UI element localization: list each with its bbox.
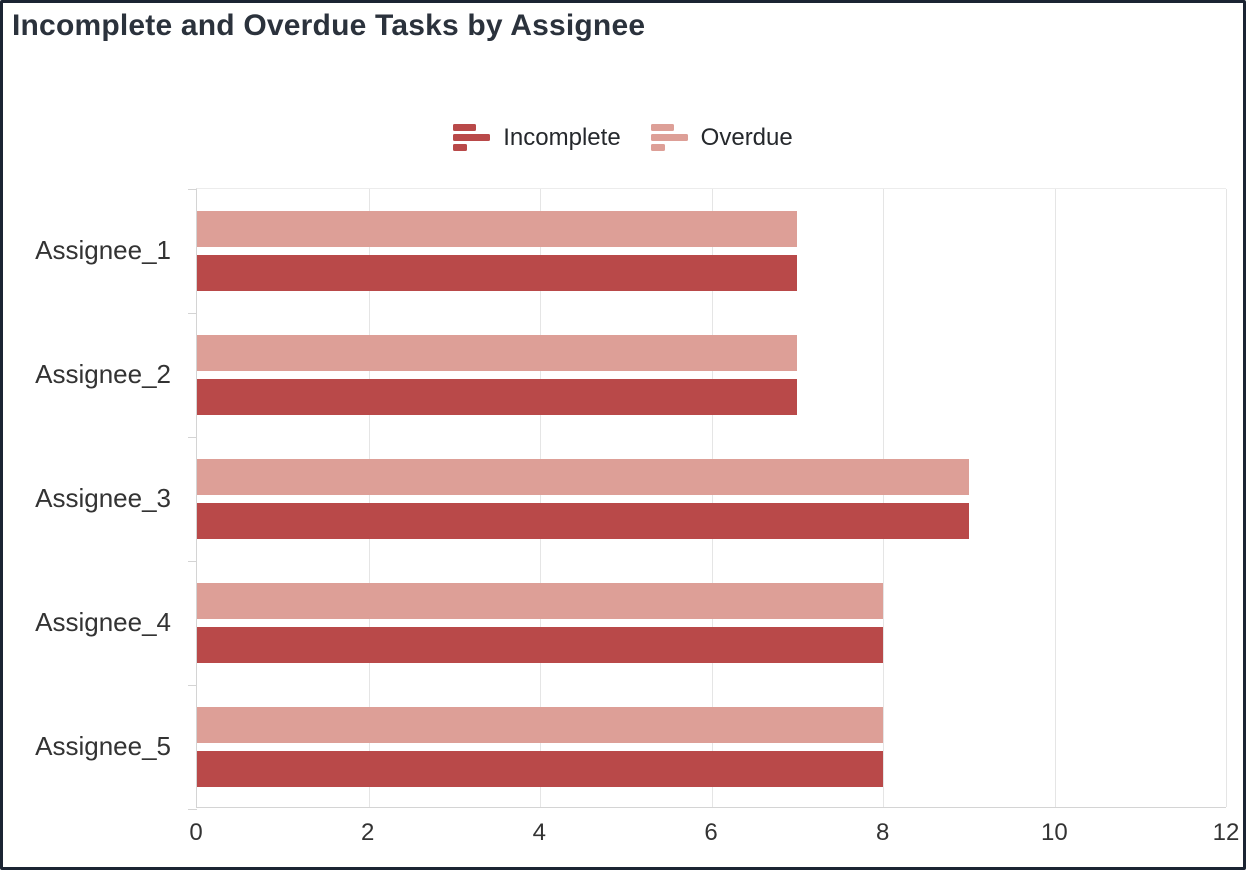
- legend-swatch-bar: [453, 134, 491, 141]
- gridline: [1226, 189, 1227, 807]
- horizontal-bars-icon: [453, 123, 491, 152]
- bar-group-assignee_2: [197, 313, 1226, 437]
- bar-overdue: [197, 335, 798, 371]
- gridline: [1054, 189, 1056, 807]
- legend-swatch-bar: [650, 124, 674, 131]
- category-label: Assignee_2: [35, 358, 171, 389]
- legend-label: Overdue: [700, 123, 793, 151]
- category-label: Assignee_3: [35, 482, 171, 513]
- x-tick-label: 8: [875, 819, 890, 846]
- bar-incomplete: [197, 255, 798, 291]
- x-tick-label: 2: [360, 819, 375, 846]
- legend-swatch-bar: [453, 124, 477, 131]
- x-tick-label: 10: [1040, 819, 1068, 846]
- x-tick-label: 12: [1212, 819, 1240, 846]
- gridline: [540, 189, 541, 807]
- y-axis-labels: Assignee_1 Assignee_2 Assignee_3 Assignee_4…: [3, 188, 183, 808]
- legend-swatch-bar: [650, 144, 665, 151]
- bar-overdue: [197, 459, 969, 495]
- y-axis-tick: [188, 313, 197, 314]
- gridline: [883, 189, 884, 807]
- bar-incomplete: [197, 751, 883, 787]
- legend: Incomplete Overdue: [3, 123, 1243, 152]
- x-tick-label: 4: [532, 819, 547, 846]
- y-axis-tick: [188, 437, 197, 438]
- bar-group-assignee_4: [197, 561, 1226, 685]
- bar-incomplete: [197, 503, 969, 539]
- y-axis-tick: [188, 561, 197, 562]
- plot-area: [188, 188, 1227, 810]
- bar-incomplete: [197, 379, 798, 415]
- category-label: Assignee_4: [35, 606, 171, 637]
- gridline: [711, 189, 713, 807]
- legend-swatch-bar: [650, 134, 688, 141]
- y-axis-tick: [188, 685, 197, 686]
- bar-group-assignee_3: [197, 437, 1226, 561]
- chart-title: Incomplete and Overdue Tasks by Assignee: [12, 9, 646, 42]
- x-tick-label: 6: [704, 819, 718, 846]
- legend-item-incomplete[interactable]: Incomplete: [453, 123, 621, 152]
- y-axis-tick: [188, 809, 197, 810]
- legend-swatch-bar: [453, 144, 468, 151]
- bar-overdue: [197, 583, 883, 619]
- bar-group-assignee_5: [197, 685, 1226, 809]
- bar-overdue: [197, 211, 798, 247]
- legend-label: Incomplete: [503, 123, 621, 151]
- category-label: Assignee_1: [35, 234, 171, 265]
- bar-overdue: [197, 707, 883, 743]
- category-label: Assignee_5: [35, 730, 171, 761]
- x-tick-label: 0: [189, 819, 203, 846]
- y-axis-tick: [188, 189, 197, 190]
- horizontal-bars-icon: [650, 123, 688, 152]
- bar-incomplete: [197, 627, 883, 663]
- legend-item-overdue[interactable]: Overdue: [650, 123, 793, 152]
- gridline: [368, 189, 370, 807]
- bar-group-assignee_1: [197, 189, 1226, 313]
